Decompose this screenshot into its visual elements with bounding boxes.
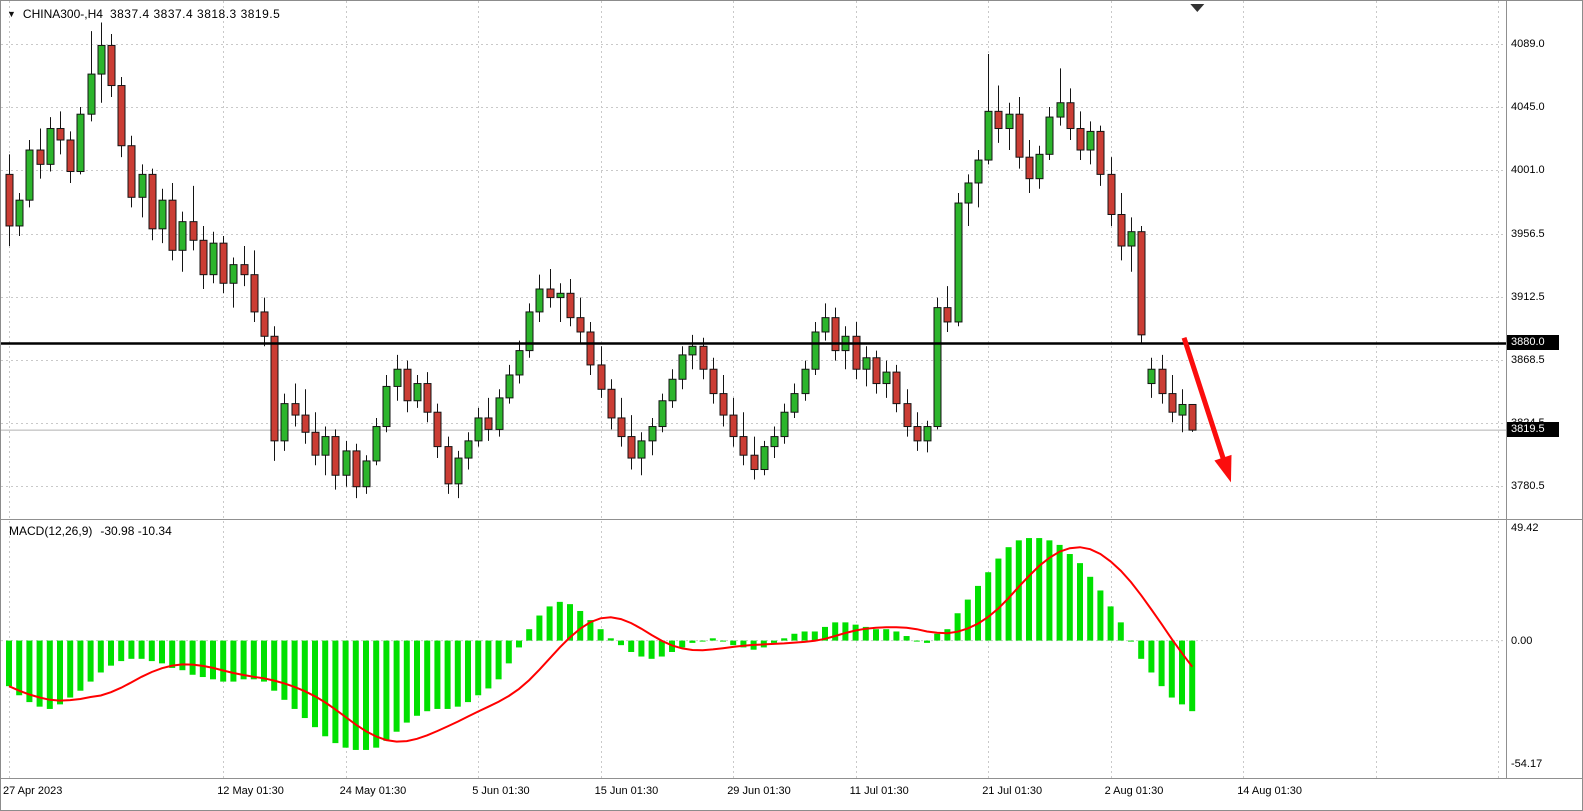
time-axis-label: 24 May 01:30 (339, 785, 407, 797)
hline-price-badge: 3880.0 (1507, 335, 1559, 351)
current-price-badge: 3819.5 (1507, 422, 1559, 438)
price-axis-label: 4089.0 (1511, 38, 1545, 50)
time-axis-label: 11 Jul 01:30 (849, 785, 909, 797)
ohlc-quote-values: 3837.4 3837.4 3818.3 3819.5 (109, 7, 281, 21)
grid-lines (1, 1, 1506, 778)
macd-signal-line (8, 546, 1193, 743)
time-axis-label: 15 Jun 01:30 (594, 785, 659, 797)
macd-axis-label: 0.00 (1511, 634, 1533, 647)
trend-arrow-annotation[interactable] (1181, 336, 1232, 483)
time-axis-label: 21 Jul 01:30 (982, 785, 1043, 797)
macd-title: MACD(12,26,9) (9, 524, 93, 538)
macd-indicator-label: MACD(12,26,9) -30.98 -10.34 (9, 524, 172, 538)
time-axis-label: 27 Apr 2023 (3, 785, 63, 797)
chart-shift-marker[interactable] (1190, 4, 1205, 12)
time-axis-label: 2 Aug 01:30 (1104, 785, 1164, 797)
macd-histogram (6, 538, 1196, 750)
macd-values: -30.98 -10.34 (100, 524, 172, 538)
price-axis-label: 3956.5 (1511, 227, 1545, 240)
chart-symbol-line: ▼ CHINA300-,H4 3837.4 3837.4 3818.3 3819… (7, 7, 280, 21)
time-axis-label: 14 Aug 01:30 (1237, 785, 1303, 797)
price-axis-label: 3868.5 (1511, 353, 1545, 366)
macd-axis-label: -54.17 (1511, 758, 1543, 770)
candles-series (5, 22, 1197, 499)
time-axis-label: 5 Jun 01:30 (472, 785, 530, 797)
symbol-timeframe-label: CHINA300-,H4 (22, 7, 103, 21)
time-axis-label: 12 May 01:30 (217, 785, 284, 797)
price-axis-label: 4001.0 (1511, 164, 1545, 177)
price-axis-label: 3912.5 (1511, 290, 1545, 303)
price-axis-label: 4045.0 (1511, 101, 1545, 114)
price-axis-label: 3780.5 (1511, 480, 1545, 492)
macd-axis-label: 49.42 (1511, 522, 1539, 534)
expand-triangle-icon[interactable]: ▼ (7, 9, 16, 19)
time-axis-label: 29 Jun 01:30 (727, 785, 791, 797)
